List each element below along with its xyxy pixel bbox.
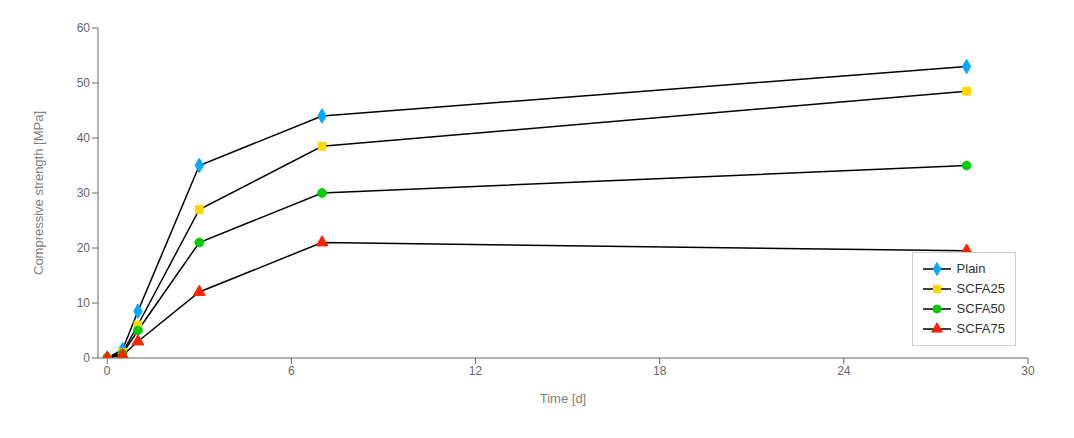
- svg-text:18: 18: [653, 364, 667, 378]
- html-text:SCFA25: SCFA25: [956, 281, 1005, 296]
- svg-text:30: 30: [1021, 364, 1035, 378]
- svg-text:50: 50: [77, 76, 91, 90]
- svg-text:20: 20: [77, 241, 91, 255]
- svg-text:Compressive strength [MPa]: Compressive strength [MPa]: [31, 111, 46, 275]
- svg-text:24: 24: [837, 364, 851, 378]
- svg-text:40: 40: [77, 131, 91, 145]
- svg-text:30: 30: [77, 186, 91, 200]
- html-text:Plain: Plain: [956, 261, 986, 276]
- html-text:SCFA50: SCFA50: [956, 301, 1005, 316]
- svg-text:12: 12: [469, 364, 483, 378]
- svg-text:0: 0: [83, 351, 90, 365]
- svg-text:0: 0: [104, 364, 111, 378]
- html-text:SCFA75: SCFA75: [956, 321, 1005, 336]
- svg-text:10: 10: [77, 296, 91, 310]
- svg-text:60: 60: [77, 21, 91, 35]
- svg-text:Time [d]: Time [d]: [540, 391, 586, 406]
- svg-text:6: 6: [288, 364, 295, 378]
